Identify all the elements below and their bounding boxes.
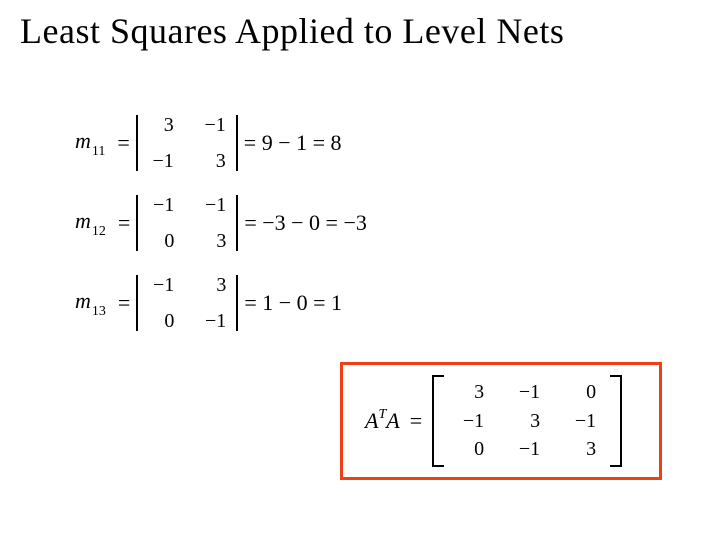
matrix-cell: 0 (570, 381, 596, 404)
det-cell: −1 (200, 115, 226, 135)
det-col-1: −1 0 (148, 195, 174, 251)
det-col-1: 3 −1 (148, 115, 174, 171)
label-T: T (378, 407, 386, 422)
matrix-cell: −1 (514, 438, 540, 461)
matrix-cols: 3 −1 0 −1 3 −1 0 −1 3 (444, 375, 610, 467)
matrix-cell: 3 (514, 410, 540, 433)
minor-m11: m11 = 3 −1 −1 3 = 9 − 1 = 8 (75, 115, 342, 171)
det-col-1: −1 0 (148, 275, 174, 331)
determinant: −1 0 3 −1 (136, 275, 238, 331)
det-col-2: 3 −1 (200, 275, 226, 331)
det-cols: 3 −1 −1 3 (138, 115, 236, 171)
label-A2: A (386, 408, 399, 433)
slide: Least Squares Applied to Level Nets m11 … (0, 0, 720, 540)
determinant: 3 −1 −1 3 (136, 115, 238, 171)
det-cols: −1 0 −1 3 (138, 195, 236, 251)
det-bar-right (236, 195, 238, 251)
det-cell: −1 (148, 151, 174, 171)
det-bar-right (236, 275, 238, 331)
det-cell: −1 (148, 275, 174, 295)
matrix-col-3: 0 −1 3 (570, 381, 596, 461)
determinant: −1 0 −1 3 (136, 195, 238, 251)
minor-symbol: m13 (75, 288, 106, 318)
det-cell: 3 (148, 115, 174, 135)
matrix-cell: −1 (514, 381, 540, 404)
det-cell: 0 (148, 311, 174, 331)
matrix-cell: −1 (458, 410, 484, 433)
minor-result: = 1 − 0 = 1 (244, 290, 342, 316)
matrix-cell: −1 (570, 410, 596, 433)
equals-sign: = (118, 290, 130, 316)
minor-m13: m13 = −1 0 3 −1 = 1 − 0 = 1 (75, 275, 342, 331)
det-cell: −1 (200, 311, 226, 331)
minor-m12: m12 = −1 0 −1 3 = −3 − 0 = −3 (75, 195, 367, 251)
det-cell: −1 (148, 195, 174, 215)
equals-sign: = (118, 210, 130, 236)
minor-sub: 12 (92, 224, 106, 239)
minor-name: m (75, 208, 91, 233)
minor-result: = 9 − 1 = 8 (244, 130, 342, 156)
page-title: Least Squares Applied to Level Nets (20, 10, 564, 52)
bracket-right (610, 375, 622, 467)
minor-sub: 11 (92, 144, 105, 159)
label-A: A (365, 408, 378, 433)
matrix-cell: 3 (570, 438, 596, 461)
det-cols: −1 0 3 −1 (138, 275, 236, 331)
equals-sign: = (410, 408, 422, 434)
det-col-2: −1 3 (200, 195, 226, 251)
matrix-cell: 0 (458, 438, 484, 461)
minor-sub: 13 (92, 304, 106, 319)
det-cell: 3 (200, 151, 226, 171)
bracket-left (432, 375, 444, 467)
equals-sign: = (117, 130, 129, 156)
det-cell: −1 (200, 195, 226, 215)
minor-symbol: m12 (75, 208, 106, 238)
minor-symbol: m11 (75, 128, 105, 158)
det-cell: 3 (200, 275, 226, 295)
ata-label: ATA (365, 408, 400, 434)
det-cell: 0 (148, 231, 174, 251)
det-bar-right (236, 115, 238, 171)
det-cell: 3 (200, 231, 226, 251)
ata-matrix: 3 −1 0 −1 3 −1 0 −1 3 (432, 375, 622, 467)
minor-name: m (75, 128, 91, 153)
matrix-col-2: −1 3 −1 (514, 381, 540, 461)
minor-result: = −3 − 0 = −3 (244, 210, 367, 236)
det-col-2: −1 3 (200, 115, 226, 171)
minor-name: m (75, 288, 91, 313)
highlight-box: ATA = 3 −1 0 −1 3 −1 0 −1 3 (340, 362, 662, 480)
matrix-cell: 3 (458, 381, 484, 404)
matrix-col-1: 3 −1 0 (458, 381, 484, 461)
